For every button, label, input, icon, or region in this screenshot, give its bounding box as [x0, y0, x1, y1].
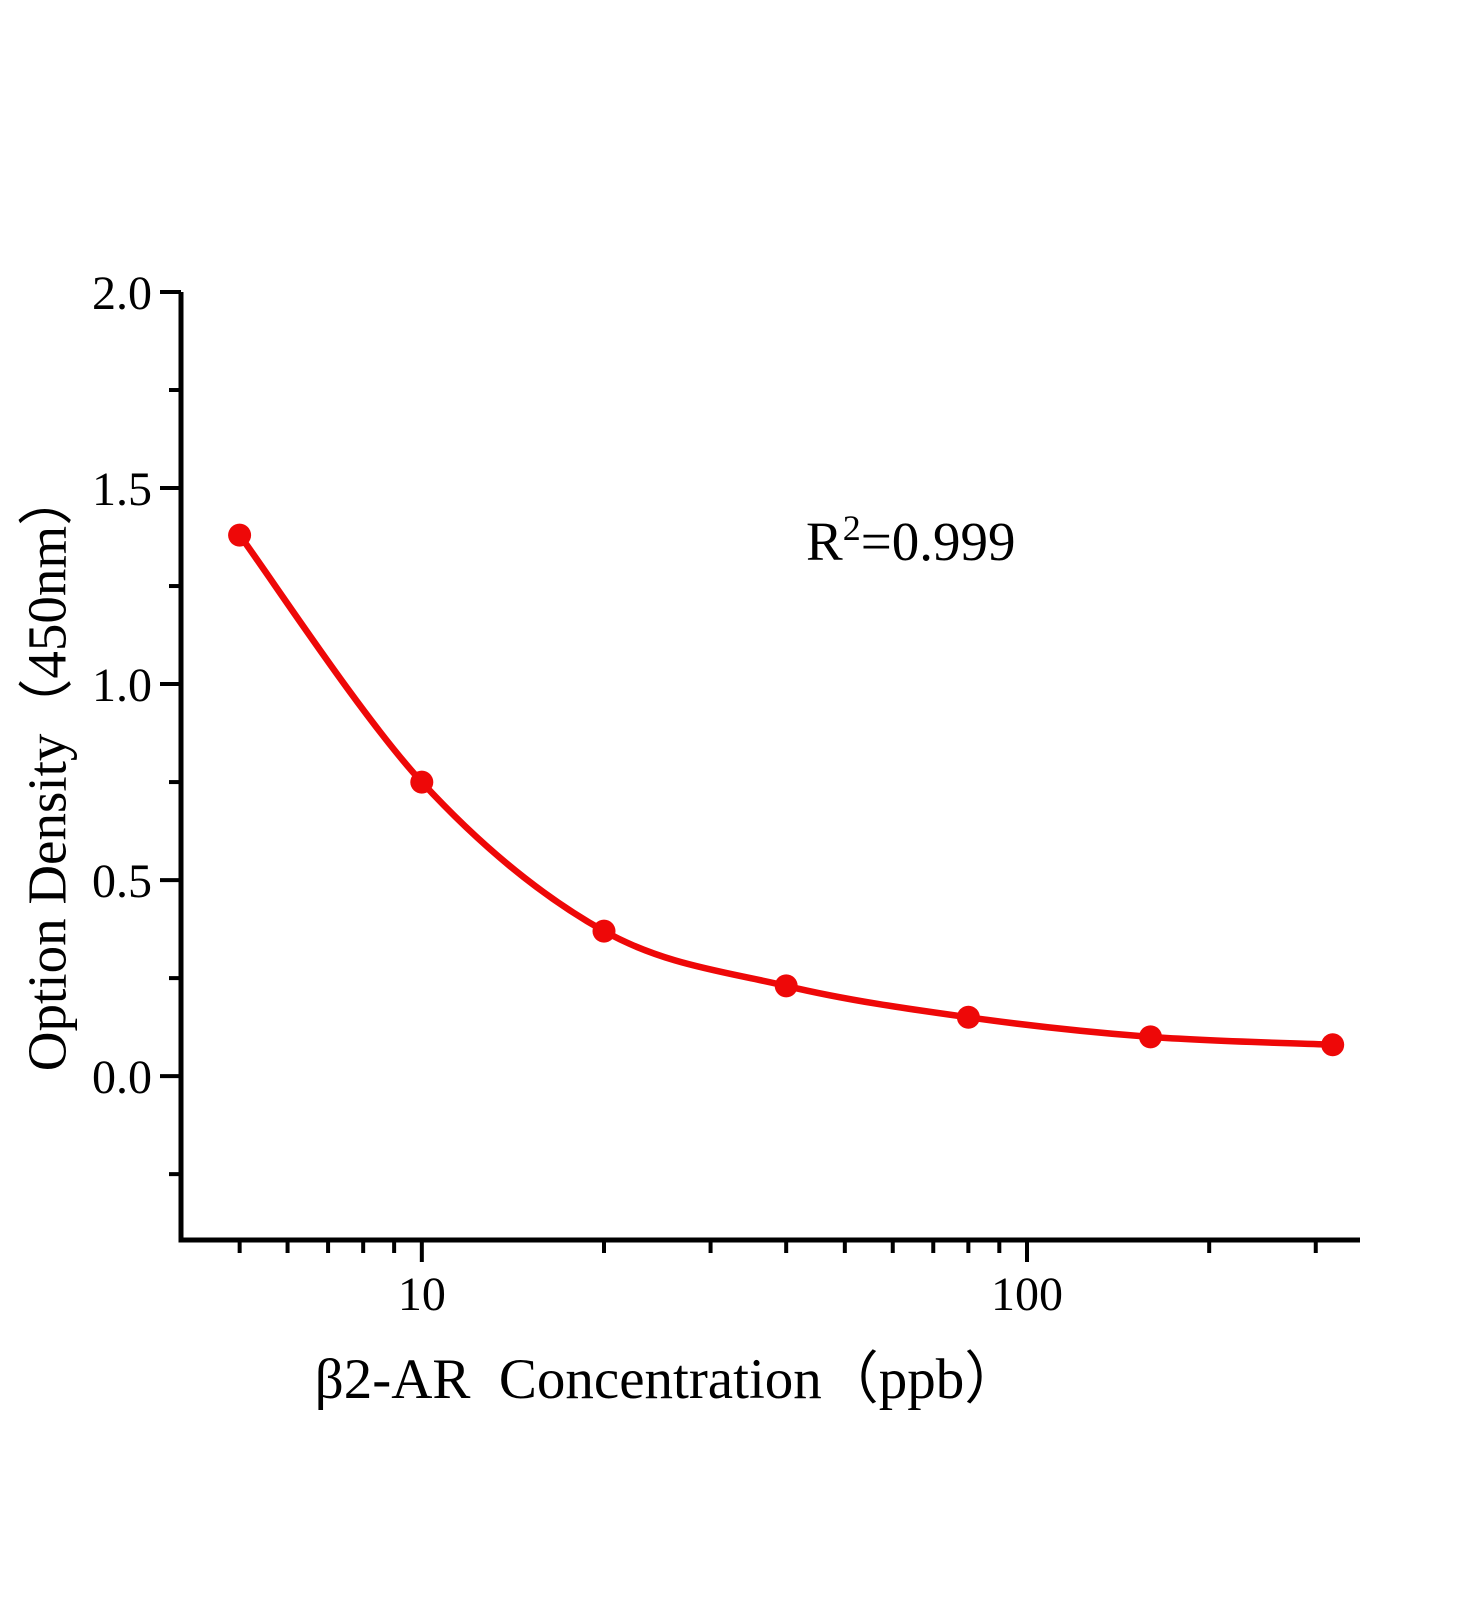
data-point-marker	[228, 523, 252, 547]
r-squared-exponent: 2	[842, 508, 861, 548]
x-axis-title: β2-AR Concentration（ppb）	[314, 1348, 1022, 1411]
y-axis-title: Option Density（450nm）	[16, 470, 78, 1072]
r-squared-base: R	[806, 511, 843, 572]
x-tick-label: 100	[991, 1268, 1063, 1321]
r-squared-annotation: R2=0.999	[806, 510, 1016, 572]
data-point-marker	[1139, 1025, 1162, 1049]
r-squared-value: =0.999	[860, 511, 1016, 572]
y-tick-label: 2.0	[92, 267, 152, 320]
y-tick-label: 1.0	[92, 659, 152, 712]
standard-curve-line	[236, 531, 1336, 1049]
data-point-marker	[410, 770, 434, 794]
x-tick-label: 10	[398, 1268, 446, 1321]
y-tick-label: 0.5	[92, 855, 152, 908]
data-point-marker	[774, 974, 798, 998]
data-point-marker	[1321, 1033, 1345, 1057]
data-point-marker	[956, 1005, 980, 1029]
axis-frame	[178, 292, 1360, 1243]
data-point-marker	[592, 919, 616, 943]
y-tick-label: 0.0	[92, 1051, 152, 1104]
y-tick-label: 1.5	[92, 463, 152, 516]
